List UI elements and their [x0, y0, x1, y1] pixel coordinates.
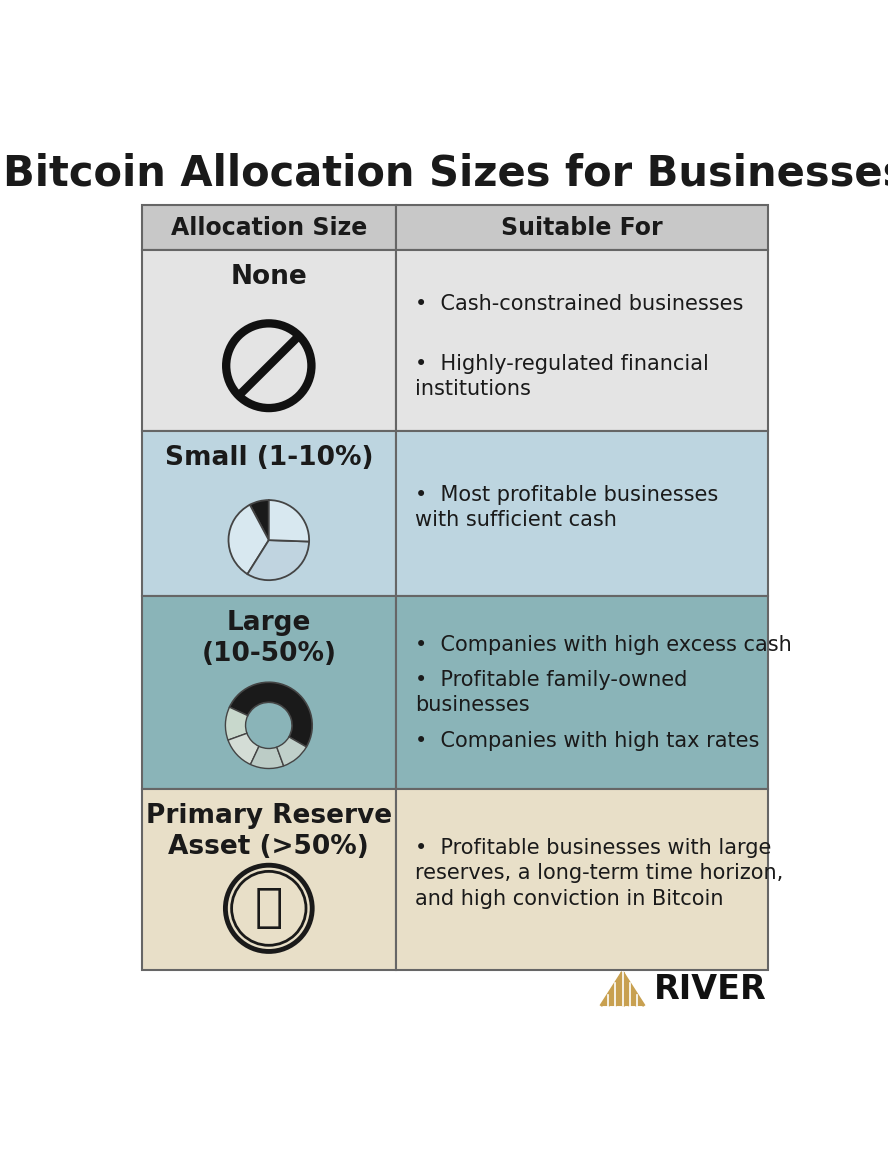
Bar: [396, 431, 768, 596]
Text: Small (1-10%): Small (1-10%): [164, 445, 373, 471]
Text: None: None: [230, 263, 307, 290]
Text: •  Profitable family-owned
businesses: • Profitable family-owned businesses: [415, 670, 687, 715]
Text: •  Companies with high excess cash: • Companies with high excess cash: [415, 635, 792, 655]
Wedge shape: [226, 707, 248, 740]
Bar: [396, 250, 768, 431]
Bar: [396, 789, 768, 969]
Wedge shape: [277, 737, 306, 765]
Text: Suitable For: Suitable For: [501, 216, 662, 240]
Wedge shape: [269, 500, 309, 542]
Text: •  Highly-regulated financial
institutions: • Highly-regulated financial institution…: [415, 354, 709, 400]
Bar: [142, 596, 396, 789]
Text: •  Most profitable businesses
with sufficient cash: • Most profitable businesses with suffic…: [415, 485, 718, 530]
Bar: [142, 250, 396, 431]
Bar: [396, 596, 768, 789]
Text: Large
(10-50%): Large (10-50%): [202, 610, 337, 668]
Text: Allocation Size: Allocation Size: [170, 216, 367, 240]
Bar: [396, 205, 768, 250]
Wedge shape: [250, 500, 269, 541]
Wedge shape: [250, 747, 283, 769]
Wedge shape: [248, 541, 309, 580]
Wedge shape: [228, 733, 259, 764]
Text: Primary Reserve
Asset (>50%): Primary Reserve Asset (>50%): [146, 803, 392, 860]
Text: •  Companies with high tax rates: • Companies with high tax rates: [415, 730, 759, 750]
Bar: [142, 205, 396, 250]
Text: ₿: ₿: [255, 885, 283, 931]
Bar: [142, 789, 396, 969]
Bar: [142, 431, 396, 596]
Wedge shape: [229, 683, 313, 747]
Text: RIVER: RIVER: [654, 973, 766, 1005]
Text: •  Profitable businesses with large
reserves, a long-term time horizon,
and high: • Profitable businesses with large reser…: [415, 838, 783, 909]
Wedge shape: [228, 504, 269, 574]
Text: •  Cash-constrained businesses: • Cash-constrained businesses: [415, 295, 743, 315]
Polygon shape: [601, 972, 644, 1007]
Text: Bitcoin Allocation Sizes for Businesses: Bitcoin Allocation Sizes for Businesses: [3, 153, 888, 195]
